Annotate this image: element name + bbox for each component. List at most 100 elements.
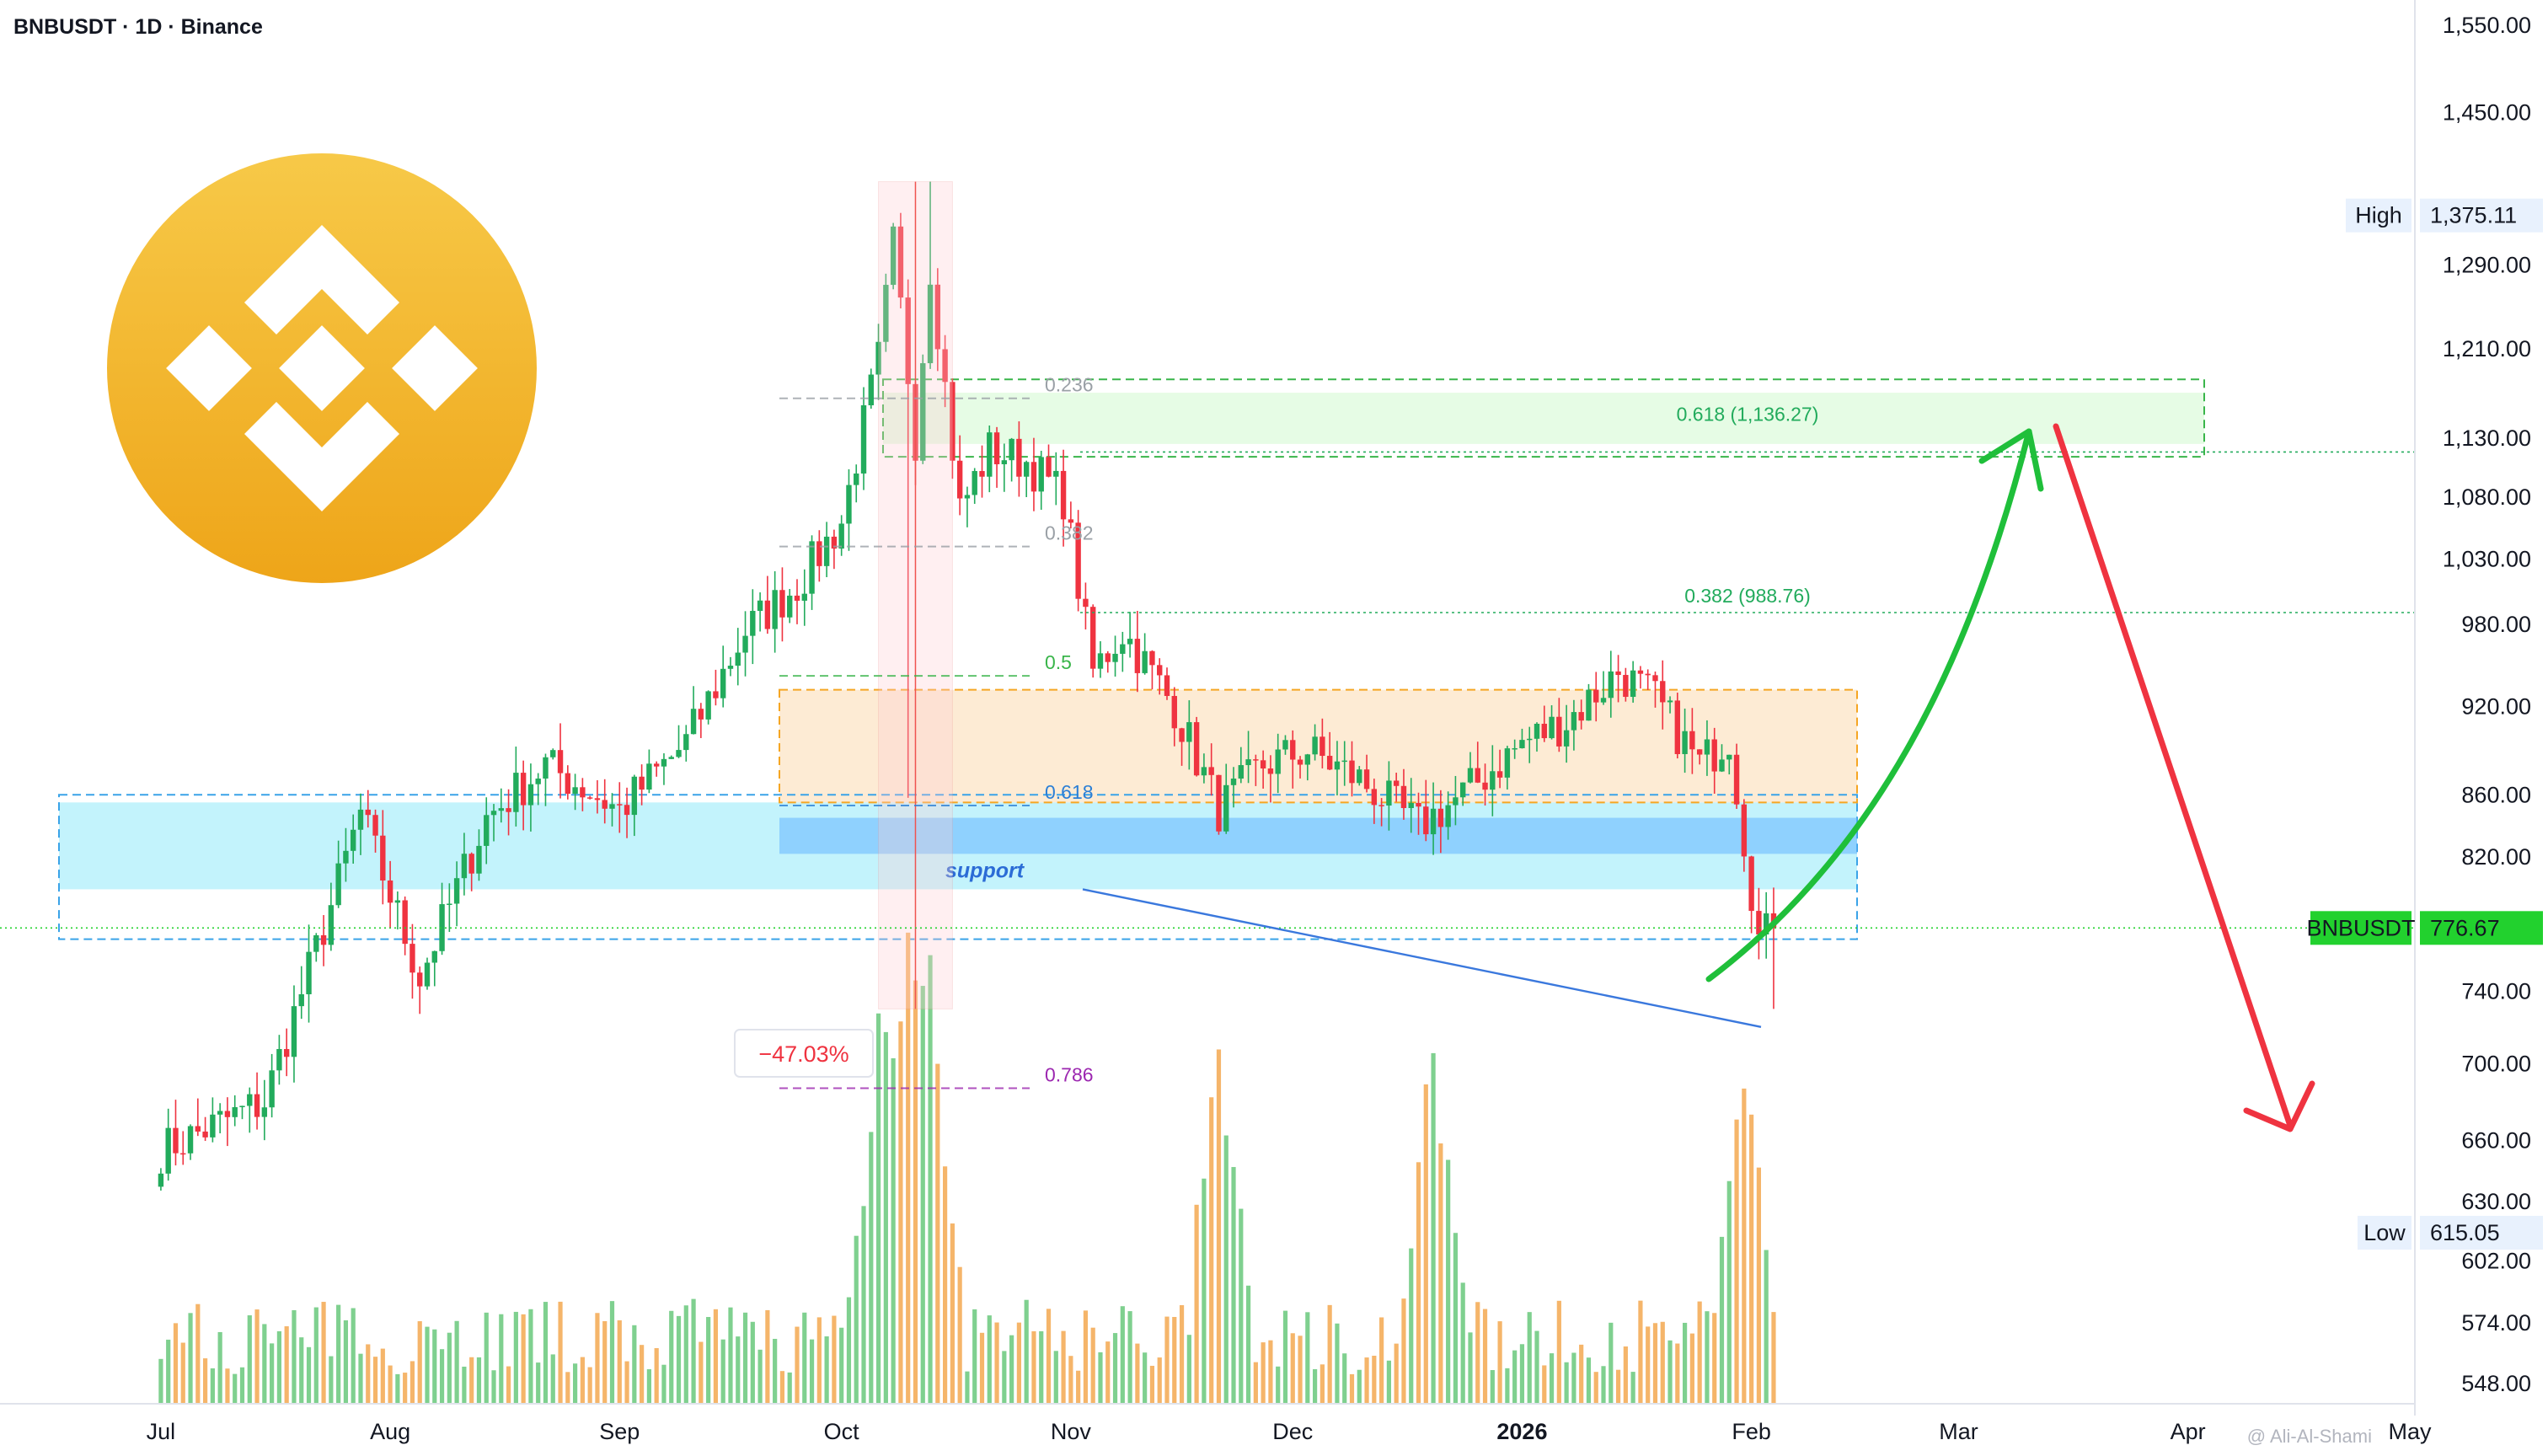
volume-bar xyxy=(1719,1236,1725,1404)
volume-bar xyxy=(861,1206,866,1404)
volume-bar xyxy=(1490,1370,1495,1404)
candle xyxy=(1711,727,1717,795)
candle xyxy=(602,779,608,824)
volume-bar xyxy=(417,1321,422,1404)
volume-bar xyxy=(706,1317,711,1404)
volume-bar xyxy=(1542,1365,1547,1404)
candle xyxy=(468,852,474,891)
volume-bar xyxy=(1394,1343,1399,1404)
candle xyxy=(838,515,844,556)
candle xyxy=(698,703,704,738)
candle xyxy=(572,774,578,811)
candle xyxy=(639,764,645,806)
candle xyxy=(1357,766,1362,786)
volume-bar xyxy=(499,1314,504,1404)
support-zone-label: support xyxy=(945,859,1025,882)
candle xyxy=(816,530,822,582)
candle xyxy=(1075,510,1081,612)
price-tick-label: 574.00 xyxy=(2461,1310,2531,1336)
candle xyxy=(1179,727,1185,766)
candle xyxy=(1467,752,1474,784)
candle xyxy=(1696,749,1703,765)
candle xyxy=(617,782,623,833)
volume-bar xyxy=(1564,1362,1569,1404)
volume-bar xyxy=(313,1307,318,1404)
candle xyxy=(750,589,756,665)
volume-bar xyxy=(1143,1352,1148,1404)
target-zone-outline xyxy=(882,378,2205,458)
time-tick-label: Mar xyxy=(1939,1419,1978,1444)
volume-bar xyxy=(1009,1335,1014,1404)
volume-bar xyxy=(750,1321,755,1404)
candle xyxy=(1400,768,1407,820)
candle xyxy=(513,747,519,827)
volume-bar xyxy=(972,1309,977,1404)
volume-bar xyxy=(1268,1340,1273,1404)
time-axis[interactable]: Jul Aug Sep Oct Nov Dec 2026 Mar Apr May Feb xyxy=(0,1403,2432,1444)
candle xyxy=(1253,754,1259,786)
candle xyxy=(535,773,541,806)
volume-bar xyxy=(1002,1351,1007,1404)
volume-bar xyxy=(920,986,925,1404)
volume-bar xyxy=(292,1309,297,1404)
candle xyxy=(713,669,719,706)
volume-bar xyxy=(1342,1353,1347,1404)
volume-bar xyxy=(1683,1322,1688,1404)
candle xyxy=(1704,720,1710,776)
volume-bar xyxy=(1372,1355,1377,1404)
price-tick-label: 1,030.00 xyxy=(2443,547,2531,572)
candle xyxy=(757,592,763,632)
volume-bar xyxy=(1431,1052,1436,1404)
candle xyxy=(646,749,652,794)
candle xyxy=(476,829,482,881)
volume-bar xyxy=(491,1370,496,1404)
candle xyxy=(1320,718,1325,768)
candle xyxy=(1637,666,1644,689)
volume-bar xyxy=(403,1373,408,1404)
volume-bar xyxy=(217,1331,222,1404)
volume-bar xyxy=(372,1357,378,1404)
volume-bar xyxy=(802,1312,807,1404)
candle xyxy=(520,760,527,831)
bearish-projection-arrow xyxy=(2053,423,2294,1129)
volume-bar xyxy=(1712,1313,1717,1404)
svg-text:776.67: 776.67 xyxy=(2430,915,2500,940)
volume-bar xyxy=(1689,1333,1694,1404)
svg-text:Low: Low xyxy=(2363,1220,2406,1245)
candle xyxy=(934,268,941,372)
volume-bars xyxy=(158,932,1776,1404)
volume-bar xyxy=(773,1338,778,1404)
candle xyxy=(247,1087,253,1133)
volume-bar xyxy=(343,1320,349,1404)
candle xyxy=(1578,699,1584,730)
candle xyxy=(727,656,734,677)
candle xyxy=(705,690,711,725)
volume-bar xyxy=(1386,1360,1391,1404)
volume-bar xyxy=(1120,1306,1125,1404)
candle xyxy=(1660,660,1666,730)
volume-bar xyxy=(158,1358,163,1404)
symbol-title: BNBUSDT · 1D · Binance xyxy=(13,15,263,39)
volume-bar xyxy=(795,1326,800,1404)
candle xyxy=(1437,790,1444,854)
volume-bar xyxy=(757,1349,763,1404)
candle xyxy=(550,748,556,760)
volume-bar xyxy=(1179,1304,1185,1404)
candle xyxy=(1586,683,1592,721)
candle xyxy=(1393,773,1400,802)
volume-bar xyxy=(1046,1309,1052,1404)
fib-target-label: 0.618 (1,136.27) xyxy=(1677,403,1819,425)
candle xyxy=(372,809,378,853)
volume-bar xyxy=(832,1315,837,1404)
svg-text:BNBUSDT: BNBUSDT xyxy=(2306,915,2415,940)
candle xyxy=(1726,754,1732,775)
volume-bar xyxy=(1098,1352,1103,1404)
volume-bar xyxy=(891,1057,896,1404)
candle xyxy=(1652,671,1658,708)
candle xyxy=(283,1028,290,1077)
volume-bar xyxy=(1335,1323,1340,1404)
volume-bar xyxy=(380,1348,385,1404)
volume-bar xyxy=(1423,1084,1428,1404)
volume-bar xyxy=(454,1320,459,1404)
